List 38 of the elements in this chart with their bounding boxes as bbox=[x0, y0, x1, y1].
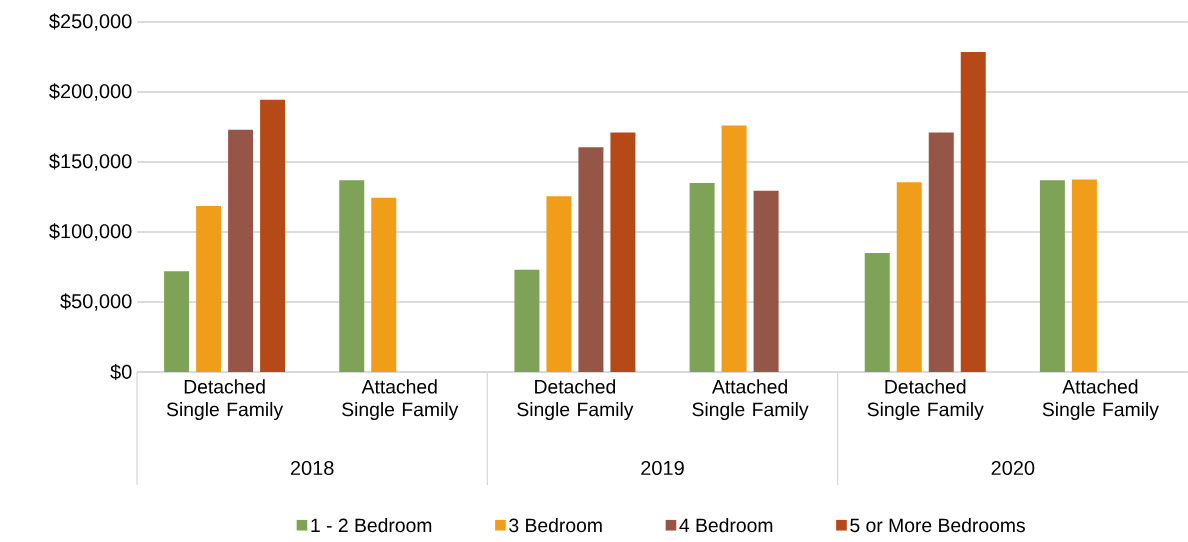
x-tick-label: Detached Single Family bbox=[867, 379, 984, 421]
legend-label: 1 - 2 Bedroom bbox=[311, 517, 432, 533]
bar bbox=[164, 271, 190, 372]
bar bbox=[1071, 179, 1097, 372]
bar bbox=[196, 206, 222, 372]
text: 2020 bbox=[991, 460, 1035, 476]
text: 2019 bbox=[641, 460, 684, 476]
bar bbox=[610, 132, 636, 372]
legend-label: 3 Bedroom bbox=[509, 517, 602, 533]
y-tick-label: $200,000 bbox=[49, 83, 132, 101]
bar bbox=[514, 269, 540, 372]
bar bbox=[339, 180, 365, 372]
bar bbox=[864, 252, 890, 372]
bar bbox=[928, 132, 954, 372]
y-tick-label: $150,000 bbox=[49, 153, 132, 171]
bar bbox=[228, 129, 254, 372]
y-tick-label: $250,000 bbox=[49, 13, 132, 31]
bar bbox=[1039, 180, 1065, 372]
bar bbox=[960, 52, 986, 372]
bar bbox=[371, 197, 397, 372]
legend-label: 5 or More Bedrooms bbox=[850, 517, 1025, 533]
bar bbox=[753, 190, 779, 372]
x-tick-label: Attached Single Family bbox=[342, 379, 459, 421]
bar bbox=[260, 99, 286, 372]
x-tick-label: Attached Single Family bbox=[692, 379, 809, 421]
bar bbox=[546, 196, 572, 372]
y-tick-label: $0 bbox=[110, 363, 132, 381]
bar bbox=[578, 147, 604, 372]
y-tick-label: $50,000 bbox=[60, 293, 132, 311]
x-tick-label: Detached Single Family bbox=[517, 379, 634, 421]
legend-label: 4 Bedroom bbox=[679, 517, 773, 533]
x-tick-label: Detached Single Family bbox=[166, 379, 284, 421]
text: 2018 bbox=[290, 460, 334, 476]
bar bbox=[689, 183, 715, 372]
x-tick-label: Attached Single Family bbox=[1042, 379, 1159, 421]
y-tick-label: $100,000 bbox=[49, 223, 132, 241]
bar bbox=[896, 182, 922, 372]
bar bbox=[721, 125, 747, 372]
